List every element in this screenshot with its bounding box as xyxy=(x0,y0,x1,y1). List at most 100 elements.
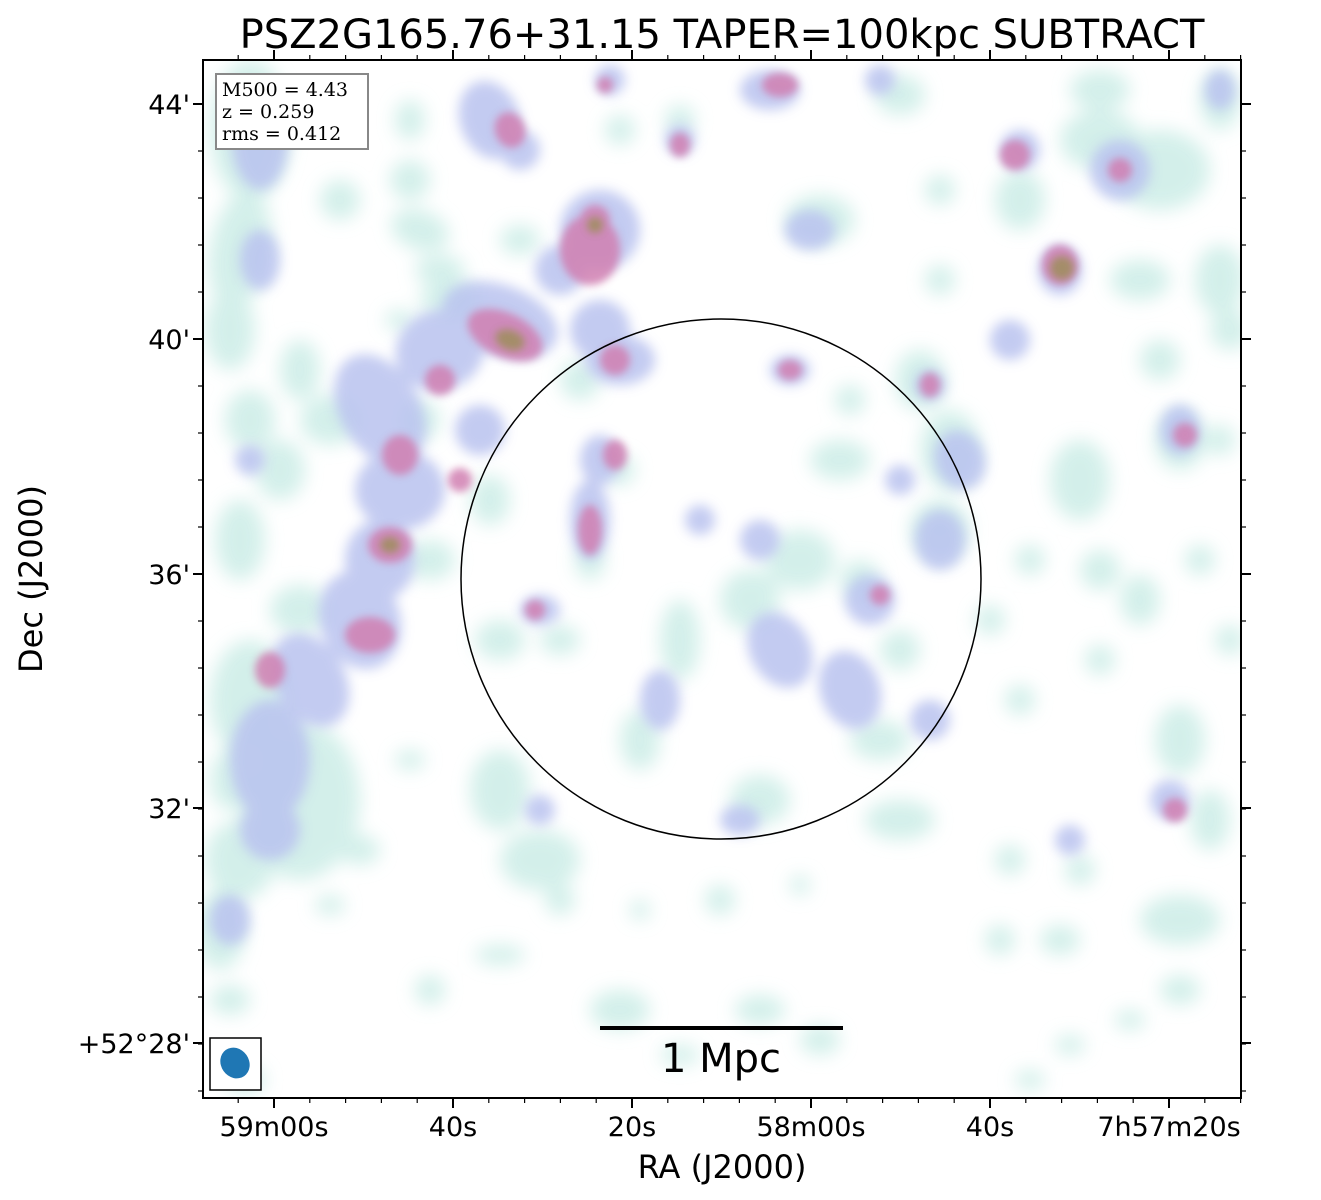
emission-bright-patch xyxy=(670,133,690,157)
emission-halo xyxy=(415,975,445,1005)
emission-halo xyxy=(395,750,425,770)
emission-halo xyxy=(985,925,1015,955)
emission-mid-patch xyxy=(934,430,986,490)
emission-bright-patch xyxy=(600,345,630,375)
emission-halo xyxy=(1080,550,1120,590)
emission-mid-patch xyxy=(785,210,835,250)
emission-halo xyxy=(1055,1035,1085,1055)
emission-peak-core xyxy=(1050,256,1074,280)
emission-bright-patch xyxy=(1173,423,1197,447)
emission-halo xyxy=(1070,70,1130,110)
emission-halo xyxy=(405,540,455,580)
emission-halo xyxy=(395,100,425,140)
scale-bar-label: 1 Mpc xyxy=(661,1036,781,1082)
emission-halo xyxy=(1185,545,1215,575)
emission-halo xyxy=(1120,575,1160,625)
emission-halo xyxy=(1195,245,1241,315)
emission-peak-core xyxy=(495,329,525,351)
emission-halo xyxy=(995,845,1025,875)
emission-halo xyxy=(975,605,1005,635)
scale-bar: 1 Mpc xyxy=(600,1026,843,1082)
x-tick-label: 20s xyxy=(608,1112,656,1143)
emission-halo xyxy=(605,115,635,145)
emission-halo xyxy=(705,885,735,915)
emission-halo xyxy=(390,208,450,252)
emission-halo xyxy=(1140,340,1180,380)
plot-frame xyxy=(202,59,1242,1099)
emission-halo xyxy=(800,1025,840,1055)
emission-mid-patch xyxy=(210,895,250,945)
emission-halo xyxy=(1215,625,1241,655)
emission-halo xyxy=(810,440,870,480)
emission-halo xyxy=(255,440,305,500)
emission-halo xyxy=(270,585,330,635)
emission-bright-patch xyxy=(920,373,940,397)
peak-emission-layer xyxy=(380,217,1074,553)
emission-halo xyxy=(1140,895,1220,945)
emission-halo xyxy=(865,800,935,840)
emission-peak-core xyxy=(380,537,400,553)
info-mass: M500 = 4.43 xyxy=(222,79,348,101)
emission-bright-patch xyxy=(1000,140,1030,170)
emission-halo xyxy=(1155,705,1205,775)
emission-mid-patch xyxy=(455,405,505,455)
emission-halo xyxy=(1015,545,1045,575)
emission-halo xyxy=(340,835,380,865)
emission-halo xyxy=(225,390,275,450)
emission-bright-patch xyxy=(778,360,802,380)
emission-halo xyxy=(1065,855,1095,885)
emission-bright-patch xyxy=(525,600,545,620)
emission-halo xyxy=(995,170,1045,230)
emission-mid-patch xyxy=(230,700,310,820)
emission-halo xyxy=(1210,310,1241,350)
emission-halo xyxy=(280,340,320,400)
x-tick-label: 40s xyxy=(429,1112,477,1143)
emission-bright-patch xyxy=(255,652,285,688)
emission-halo xyxy=(315,895,345,915)
emission-halo xyxy=(925,175,955,205)
x-tick-label: 40s xyxy=(966,1112,1014,1143)
x-tick-label: 59m00s xyxy=(219,1112,328,1143)
emission-mid-patch xyxy=(990,320,1030,360)
emission-bright-patch xyxy=(382,435,418,475)
emission-halo xyxy=(765,530,835,590)
x-tick-label: 58m00s xyxy=(756,1112,865,1143)
emission-mid-patch xyxy=(720,805,760,835)
emission-bright-patch xyxy=(448,468,472,492)
emission-halo xyxy=(1040,925,1080,955)
x-tick-label: 7h57m20s xyxy=(1097,1112,1240,1143)
emission-halo xyxy=(1015,1070,1045,1090)
emission-halo xyxy=(415,255,465,285)
emission-halo xyxy=(850,720,910,760)
emission-mid-patch xyxy=(235,445,265,475)
emission-bright-patch xyxy=(762,73,798,97)
emission-mid-patch xyxy=(915,510,965,570)
emission-bright-patch xyxy=(560,215,620,285)
emission-halo xyxy=(660,1045,700,1065)
beam-box xyxy=(209,1037,262,1091)
emission-bright-patch xyxy=(425,365,455,395)
info-box: M500 = 4.43 z = 0.259 rms = 0.412 xyxy=(215,73,369,150)
emission-bright-patch xyxy=(1163,798,1187,822)
emission-halo xyxy=(660,600,700,680)
emission-bright-patch xyxy=(597,77,613,93)
r500-circle xyxy=(460,318,982,840)
y-tick-label: 32' xyxy=(148,794,190,825)
emission-halo xyxy=(1190,790,1230,850)
emission-bright-patch xyxy=(345,617,395,653)
y-tick-labels: 44' 40' 36' 32' +52°28' xyxy=(78,90,190,1060)
emission-halo xyxy=(475,620,525,660)
emission-halo xyxy=(925,265,955,295)
emission-halo xyxy=(470,750,530,830)
axis-ticks xyxy=(193,50,1251,1108)
y-tick-label: 40' xyxy=(148,325,190,356)
y-tick-label: +52°28' xyxy=(78,1029,190,1060)
emission-mid-patch xyxy=(865,65,895,95)
radio-emission-map xyxy=(203,60,1241,1095)
emission-halo xyxy=(590,990,650,1030)
emission-halo xyxy=(470,475,510,525)
emission-halo xyxy=(1160,975,1200,1005)
emission-halo xyxy=(215,500,265,580)
info-redshift: z = 0.259 xyxy=(222,101,314,123)
emission-mid-patch xyxy=(740,520,780,560)
